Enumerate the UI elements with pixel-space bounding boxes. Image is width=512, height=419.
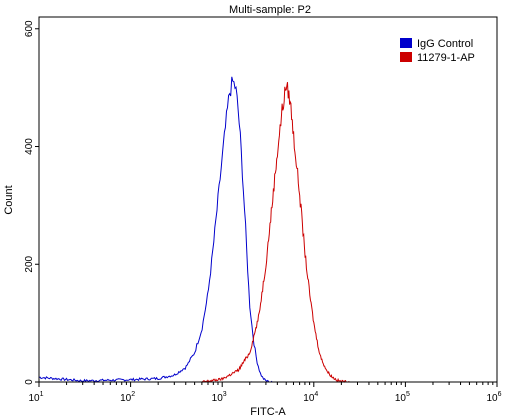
legend-swatch (400, 52, 412, 62)
y-axis: 0 200 400 600 (24, 20, 39, 385)
series-line-sample (201, 82, 351, 383)
chart-title: Multi-sample: P2 (229, 4, 311, 16)
x-tick-label: 101 (28, 391, 43, 404)
series-line-igg-control (38, 76, 273, 383)
y-tick-label: 400 (24, 138, 35, 155)
legend: IgG Control 11279-1-AP (400, 38, 475, 64)
y-axis-label: Count (3, 185, 15, 214)
x-axis: 101 102 103 104 105 106 (28, 382, 502, 404)
x-tick-label: 106 (486, 391, 501, 404)
y-tick-label: 600 (24, 20, 35, 37)
legend-swatch (400, 38, 412, 48)
y-tick-label: 0 (24, 379, 35, 385)
x-tick-label: 103 (212, 391, 227, 404)
series-layer (38, 76, 351, 383)
x-axis-label: FITC-A (250, 406, 286, 418)
plot-area-frame (38, 16, 498, 383)
y-tick-label: 200 (24, 255, 35, 272)
x-tick-label: 102 (120, 391, 135, 404)
x-tick-label: 104 (303, 391, 318, 404)
x-tick-label: 105 (395, 391, 410, 404)
legend-label: 11279-1-AP (417, 52, 475, 64)
legend-label: IgG Control (417, 38, 473, 50)
